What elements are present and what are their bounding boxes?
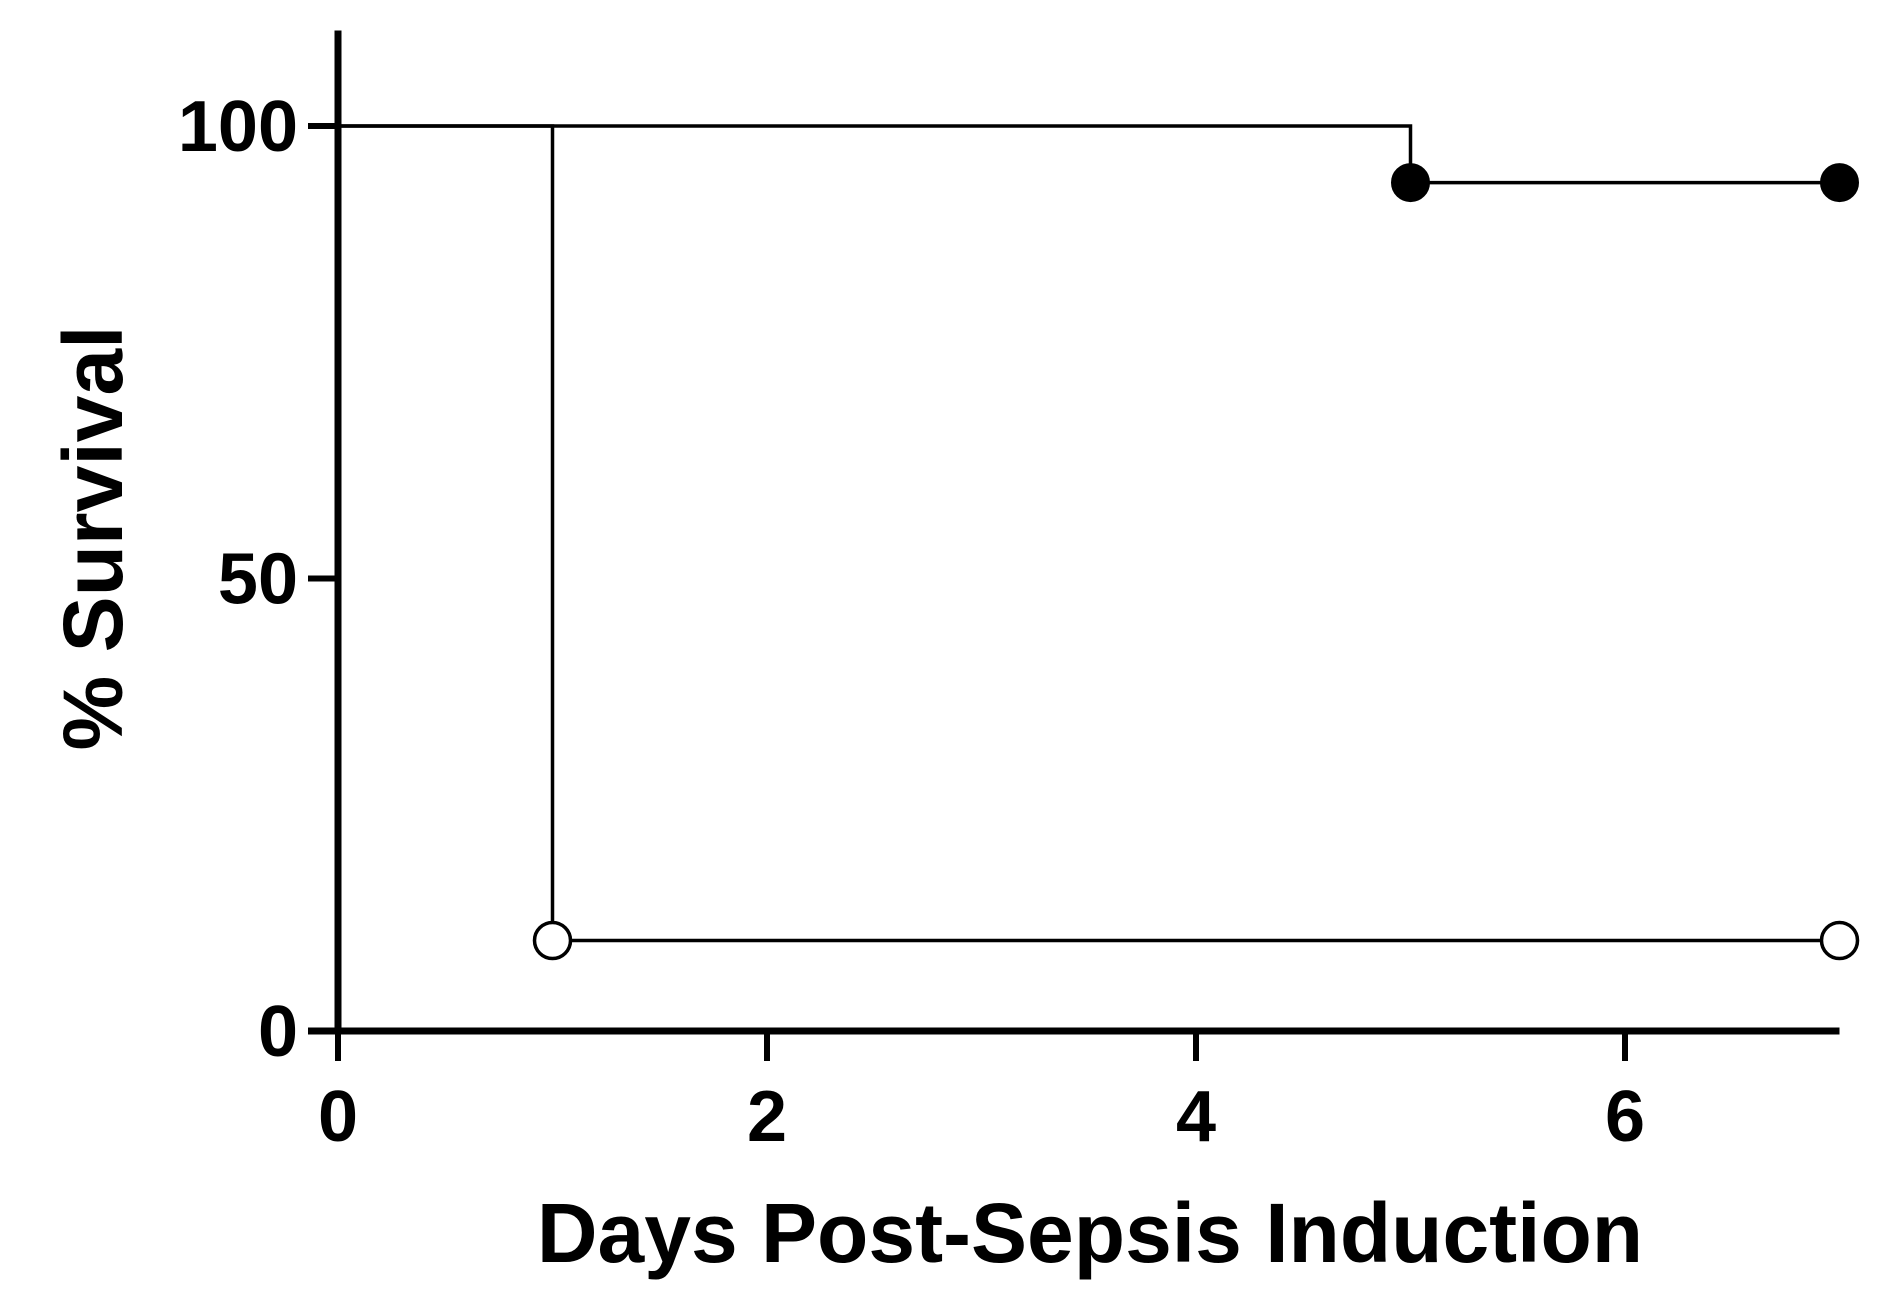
x-tick-label-0: 0 <box>318 1077 358 1157</box>
series-layer <box>338 124 1860 961</box>
series-2-point-1 <box>532 920 573 961</box>
y-axis-title: % Survival <box>46 326 140 751</box>
series-1-point-1 <box>1391 163 1430 203</box>
y-tick-label-50: 50 <box>218 540 298 620</box>
series-2-line <box>338 124 1840 943</box>
x-tick-label-2: 2 <box>747 1077 787 1157</box>
series-1-point-2 <box>1820 163 1859 203</box>
series-1-line <box>338 124 1840 185</box>
series-2-point-2 <box>1819 920 1860 961</box>
axes-layer <box>308 30 1840 1061</box>
y-tick-label-100: 100 <box>178 87 298 167</box>
x-axis-title: Days Post-Sepsis Induction <box>537 1186 1643 1280</box>
x-tick-label-6: 6 <box>1605 1077 1645 1157</box>
x-tick-label-4: 4 <box>1176 1077 1216 1157</box>
y-tick-label-0: 0 <box>258 992 298 1072</box>
labels-layer: 0 50 100 0 2 4 6 <box>178 87 1645 1157</box>
